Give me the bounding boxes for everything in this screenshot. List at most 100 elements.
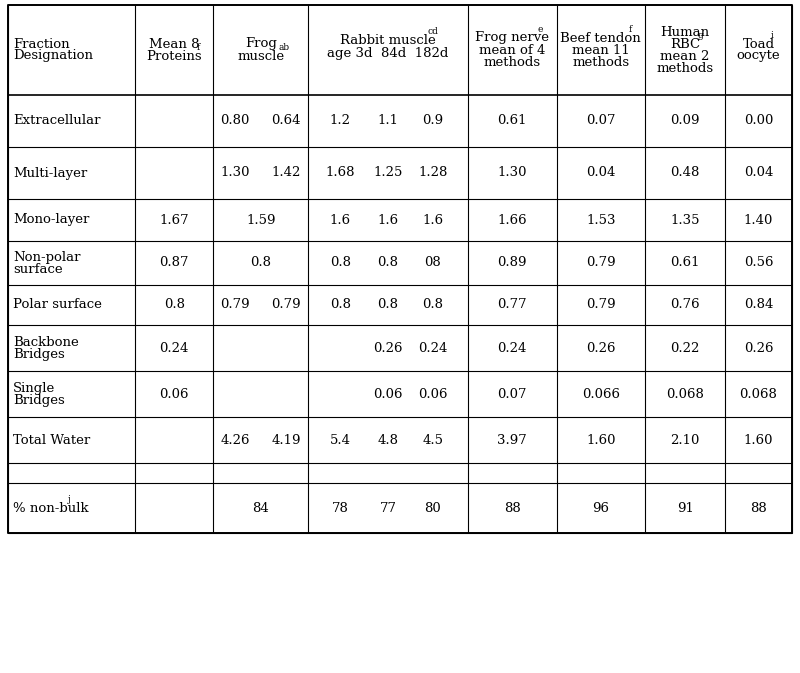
Text: 0.8: 0.8 xyxy=(378,256,398,269)
Text: ab: ab xyxy=(278,43,290,52)
Text: 88: 88 xyxy=(750,501,767,514)
Text: 0.79: 0.79 xyxy=(586,299,616,312)
Text: 3.97: 3.97 xyxy=(498,433,527,446)
Bar xyxy=(8,5,792,533)
Text: 0.64: 0.64 xyxy=(272,114,301,127)
Text: i: i xyxy=(770,31,774,40)
Text: 0.06: 0.06 xyxy=(374,388,403,400)
Text: methods: methods xyxy=(657,61,714,75)
Text: 1.28: 1.28 xyxy=(418,166,447,180)
Text: 84: 84 xyxy=(252,501,269,514)
Text: 1.60: 1.60 xyxy=(744,433,774,446)
Text: 0.07: 0.07 xyxy=(498,388,527,400)
Text: 88: 88 xyxy=(504,501,521,514)
Text: Backbone: Backbone xyxy=(13,336,78,349)
Text: 1.53: 1.53 xyxy=(586,213,616,227)
Text: 1.6: 1.6 xyxy=(378,213,398,227)
Text: 0.22: 0.22 xyxy=(670,341,700,355)
Text: 80: 80 xyxy=(425,501,442,514)
Text: 0.79: 0.79 xyxy=(220,299,250,312)
Text: methods: methods xyxy=(572,55,630,69)
Text: 0.9: 0.9 xyxy=(422,114,443,127)
Text: Total Water: Total Water xyxy=(13,433,90,446)
Text: Single: Single xyxy=(13,382,55,395)
Text: 0.07: 0.07 xyxy=(586,114,616,127)
Text: Frog nerve: Frog nerve xyxy=(475,32,550,44)
Text: 0.04: 0.04 xyxy=(586,166,615,180)
Text: f: f xyxy=(629,25,632,34)
Text: 1.6: 1.6 xyxy=(330,213,350,227)
Text: Mono-layer: Mono-layer xyxy=(13,213,90,227)
Text: 0.61: 0.61 xyxy=(498,114,527,127)
Text: mean of 4: mean of 4 xyxy=(479,44,546,57)
Text: Beef tendon: Beef tendon xyxy=(561,32,642,44)
Text: mean 11: mean 11 xyxy=(572,44,630,57)
Text: 1.67: 1.67 xyxy=(159,213,189,227)
Text: Frog: Frog xyxy=(245,38,277,50)
Text: cd: cd xyxy=(427,28,438,36)
Text: 0.61: 0.61 xyxy=(670,256,700,269)
Text: 0.26: 0.26 xyxy=(744,341,774,355)
Text: age 3d  84d  182d: age 3d 84d 182d xyxy=(327,47,449,60)
Text: 0.8: 0.8 xyxy=(250,256,271,269)
Text: 0.04: 0.04 xyxy=(744,166,774,180)
Text: 4.5: 4.5 xyxy=(422,433,443,446)
Text: 0.8: 0.8 xyxy=(378,299,398,312)
Text: oocyte: oocyte xyxy=(737,50,780,63)
Text: Non-polar: Non-polar xyxy=(13,251,81,264)
Text: 1.2: 1.2 xyxy=(330,114,350,127)
Text: 1.66: 1.66 xyxy=(498,213,527,227)
Text: j: j xyxy=(68,495,70,504)
Text: 0.79: 0.79 xyxy=(271,299,301,312)
Text: 0.48: 0.48 xyxy=(670,166,700,180)
Text: 1.59: 1.59 xyxy=(246,213,275,227)
Text: 0.00: 0.00 xyxy=(744,114,774,127)
Text: Proteins: Proteins xyxy=(146,50,202,63)
Text: 1.6: 1.6 xyxy=(422,213,443,227)
Text: 0.89: 0.89 xyxy=(498,256,527,269)
Text: % non-bulk: % non-bulk xyxy=(13,501,89,514)
Text: Toad: Toad xyxy=(742,38,774,50)
Text: 0.06: 0.06 xyxy=(418,388,448,400)
Text: Designation: Designation xyxy=(13,50,93,63)
Text: 2.10: 2.10 xyxy=(670,433,700,446)
Text: 0.066: 0.066 xyxy=(582,388,620,400)
Text: 0.77: 0.77 xyxy=(498,299,527,312)
Text: Rabbit muscle: Rabbit muscle xyxy=(340,34,436,47)
Text: 08: 08 xyxy=(425,256,442,269)
Text: Bridges: Bridges xyxy=(13,394,65,407)
Text: 4.8: 4.8 xyxy=(378,433,398,446)
Text: 0.8: 0.8 xyxy=(330,256,350,269)
Text: methods: methods xyxy=(484,55,541,69)
Text: muscle: muscle xyxy=(237,50,284,63)
Text: Multi-layer: Multi-layer xyxy=(13,166,87,180)
Text: 1.1: 1.1 xyxy=(378,114,398,127)
Text: 0.24: 0.24 xyxy=(418,341,447,355)
Text: g: g xyxy=(697,31,703,40)
Text: surface: surface xyxy=(13,263,62,276)
Text: 1.68: 1.68 xyxy=(326,166,355,180)
Text: 0.87: 0.87 xyxy=(159,256,189,269)
Text: 0.80: 0.80 xyxy=(220,114,250,127)
Text: mean 2: mean 2 xyxy=(661,50,710,63)
Text: 0.8: 0.8 xyxy=(164,299,185,312)
Text: Mean 8: Mean 8 xyxy=(149,38,199,50)
Text: Bridges: Bridges xyxy=(13,348,65,361)
Text: 4.26: 4.26 xyxy=(220,433,250,446)
Text: 0.26: 0.26 xyxy=(374,341,403,355)
Text: 0.24: 0.24 xyxy=(160,341,189,355)
Text: 0.76: 0.76 xyxy=(670,299,700,312)
Text: 0.79: 0.79 xyxy=(586,256,616,269)
Text: 0.84: 0.84 xyxy=(744,299,774,312)
Text: 1.30: 1.30 xyxy=(220,166,250,180)
Text: 0.24: 0.24 xyxy=(498,341,527,355)
Text: 0.06: 0.06 xyxy=(159,388,189,400)
Text: Fraction: Fraction xyxy=(13,38,70,50)
Text: 0.8: 0.8 xyxy=(422,299,443,312)
Text: RBC: RBC xyxy=(670,38,700,50)
Text: 0.09: 0.09 xyxy=(670,114,700,127)
Text: 1.35: 1.35 xyxy=(670,213,700,227)
Text: 5.4: 5.4 xyxy=(330,433,350,446)
Text: 1.60: 1.60 xyxy=(586,433,616,446)
Text: e: e xyxy=(538,25,542,34)
